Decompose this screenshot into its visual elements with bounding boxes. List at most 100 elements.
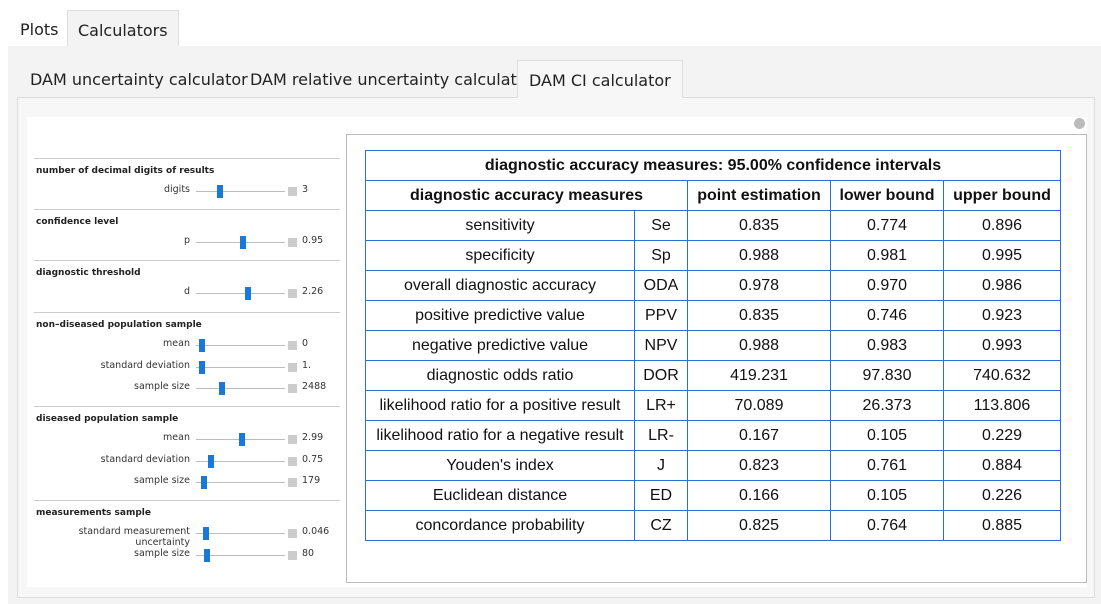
- slider-thumb[interactable]: [239, 433, 245, 446]
- subtab[interactable]: DAM uncertainty calculator: [30, 70, 248, 89]
- slider-track: [196, 366, 285, 368]
- param-value: 0.75: [302, 453, 324, 465]
- table-row: specificity Sp 0.988 0.981 0.995: [365, 240, 1061, 271]
- table-cell: Youden's index: [365, 450, 635, 481]
- slider-thumb[interactable]: [208, 454, 214, 468]
- slider-thumb[interactable]: [203, 527, 209, 540]
- tab-active[interactable]: Calculators: [67, 10, 179, 46]
- expand-button[interactable]: [288, 187, 297, 196]
- table-row: negative predictive value NPV 0.988 0.983 0.…: [365, 330, 1061, 361]
- param-label: digits: [163, 184, 190, 195]
- table-cell: 0.167: [687, 420, 831, 451]
- table-cell: 0.981: [830, 240, 944, 271]
- slider-thumb[interactable]: [204, 548, 210, 562]
- separator: [34, 158, 340, 159]
- table-cell: 26.373: [830, 390, 944, 421]
- expand-button[interactable]: [288, 238, 297, 247]
- table-cell: 97.830: [830, 360, 944, 391]
- slider-track: [196, 191, 285, 192]
- slider-track: [196, 554, 285, 556]
- table-cell: 0.896: [943, 210, 1061, 241]
- table-cell: likelihood ratio for a negative result: [365, 420, 635, 451]
- tab[interactable]: Plots: [20, 20, 59, 39]
- param-label: d: [183, 286, 190, 297]
- expand-button[interactable]: [288, 478, 297, 487]
- table-cell: 0.995: [943, 240, 1061, 271]
- group-title: diagnostic threshold: [36, 268, 141, 278]
- param-value: 0.95: [302, 235, 324, 246]
- table-cell: likelihood ratio for a positive result: [365, 390, 635, 421]
- results-table: diagnostic accuracy measures: 95.00% con…: [365, 150, 1061, 541]
- table-cell: sensitivity: [365, 210, 635, 241]
- table-cell: 0.993: [943, 330, 1061, 361]
- slider-thumb[interactable]: [219, 382, 225, 395]
- table-cell: 0.105: [830, 480, 944, 511]
- param-value: 2488: [302, 381, 327, 392]
- group-title: diseased population sample: [36, 414, 179, 424]
- param-label: standard deviation: [100, 359, 190, 371]
- table-cell: 0.835: [687, 210, 831, 241]
- table-cell: 0.764: [830, 510, 944, 541]
- table-cell: 0.884: [943, 450, 1061, 481]
- separator: [34, 406, 340, 407]
- title-row: diagnostic accuracy measures: 95.00% con…: [365, 150, 1061, 181]
- column-header: upper bound: [943, 180, 1061, 211]
- slider-thumb[interactable]: [217, 185, 223, 198]
- slider-thumb[interactable]: [199, 360, 205, 374]
- expand-button[interactable]: [288, 289, 297, 298]
- expand-button[interactable]: [288, 435, 297, 444]
- table-cell: DOR: [634, 360, 688, 391]
- expand-button[interactable]: [288, 341, 297, 350]
- param-value: 2.26: [302, 286, 324, 297]
- table-cell: J: [634, 450, 688, 481]
- subtab[interactable]: DAM relative uncertainty calculator: [250, 70, 534, 89]
- table-cell: 113.806: [943, 390, 1061, 421]
- table-cell: Sp: [634, 240, 688, 271]
- expand-button[interactable]: [288, 456, 297, 466]
- param-value: 80: [302, 547, 315, 559]
- group-title: number of decimal digits of results: [36, 166, 215, 176]
- slider-track: [196, 345, 285, 346]
- separator: [34, 209, 340, 210]
- slider-thumb[interactable]: [199, 339, 205, 352]
- table-cell: NPV: [634, 330, 688, 361]
- table-row: positive predictive value PPV 0.835 0.746 0.…: [365, 300, 1061, 331]
- table-cell: 0.986: [943, 270, 1061, 301]
- table-row: overall diagnostic accuracy ODA 0.978 0.970…: [365, 270, 1061, 301]
- expand-button[interactable]: [288, 550, 297, 560]
- table-row: Euclidean distance ED 0.166 0.105 0.226: [365, 480, 1061, 511]
- table-cell: overall diagnostic accuracy: [365, 270, 635, 301]
- slider-thumb[interactable]: [240, 236, 246, 249]
- slider-track: [196, 533, 285, 534]
- column-header: diagnostic accuracy measures: [365, 180, 688, 211]
- add-icon[interactable]: [1074, 118, 1085, 129]
- table-cell: 0.978: [687, 270, 831, 301]
- subtab-active[interactable]: DAM CI calculator: [517, 60, 683, 98]
- table-cell: CZ: [634, 510, 688, 541]
- table-row: concordance probability CZ 0.825 0.764 0.885: [365, 510, 1061, 541]
- table-cell: 0.970: [830, 270, 944, 301]
- slider-thumb[interactable]: [201, 476, 207, 489]
- separator: [34, 500, 340, 501]
- column-header: lower bound: [830, 180, 944, 211]
- table-cell: 419.231: [687, 360, 831, 391]
- expand-button[interactable]: [288, 384, 297, 393]
- param-label: standard deviation: [100, 453, 190, 465]
- table-cell: 0.105: [830, 420, 944, 451]
- table-cell: Euclidean distance: [365, 480, 635, 511]
- param-value: 2.99: [302, 432, 324, 443]
- slider-track: [196, 388, 285, 389]
- table-cell: 0.835: [687, 300, 831, 331]
- table-cell: positive predictive value: [365, 300, 635, 331]
- slider-track: [196, 460, 285, 462]
- param-label: sample size: [134, 547, 190, 559]
- expand-button[interactable]: [288, 362, 297, 372]
- table-cell: 0.746: [830, 300, 944, 331]
- slider-thumb[interactable]: [245, 287, 251, 300]
- separator: [34, 312, 340, 313]
- table-cell: 0.885: [943, 510, 1061, 541]
- table-row: likelihood ratio for a positive result LR…: [365, 390, 1061, 421]
- param-label: mean: [163, 432, 190, 443]
- expand-button[interactable]: [288, 529, 297, 538]
- table-cell: diagnostic odds ratio: [365, 360, 635, 391]
